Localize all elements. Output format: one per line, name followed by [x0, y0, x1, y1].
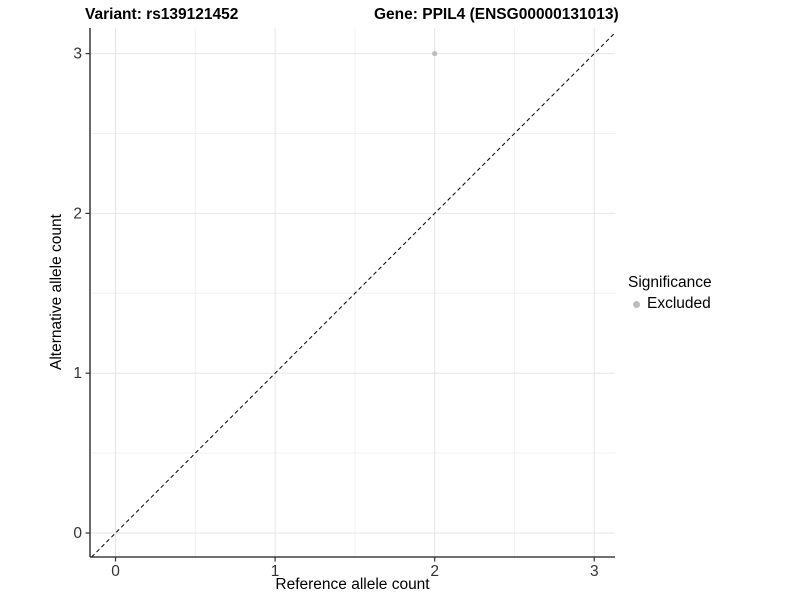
- y-tick-label: 1: [73, 365, 82, 382]
- legend-key: [628, 296, 645, 313]
- y-tick-label: 3: [73, 46, 82, 63]
- x-tick-label: 2: [430, 563, 439, 580]
- y-axis-title: Alternative allele count: [48, 214, 65, 370]
- y-tick-label: 2: [73, 205, 82, 222]
- plot-title-gene: Gene: PPIL4 (ENSG00000131013): [374, 6, 619, 23]
- y-tick-label: 0: [73, 525, 82, 542]
- legend-item-label: Excluded: [647, 295, 711, 312]
- data-point: [432, 50, 438, 57]
- x-tick-label: 3: [590, 563, 599, 580]
- legend: Significance Excluded: [628, 274, 712, 313]
- x-axis-title: Reference allele count: [275, 576, 430, 593]
- plot-title-variant: Variant: rs139121452: [85, 6, 239, 23]
- legend-dot-icon: [633, 300, 640, 308]
- x-tick-label: 1: [271, 563, 280, 580]
- legend-title: Significance: [628, 274, 712, 291]
- x-tick-label: 0: [111, 563, 120, 580]
- identity-dashed-line: [91, 32, 616, 558]
- legend-item: Excluded: [628, 295, 712, 313]
